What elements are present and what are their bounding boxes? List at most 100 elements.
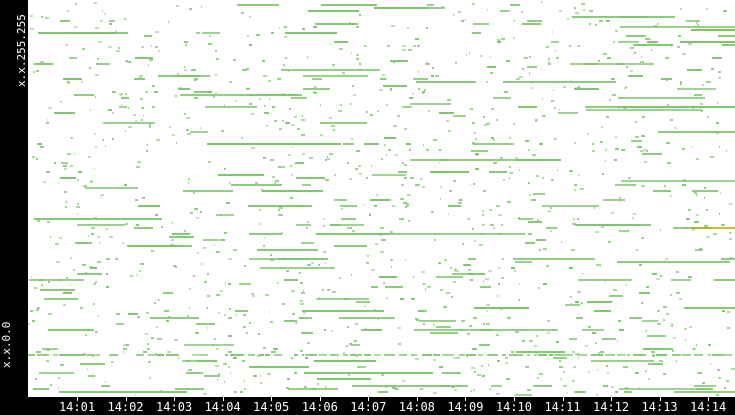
data-mark xyxy=(473,132,476,134)
plot-area[interactable] xyxy=(28,0,735,396)
data-mark xyxy=(41,284,43,286)
data-mark xyxy=(170,244,174,246)
data-mark xyxy=(229,182,231,184)
data-mark xyxy=(173,265,176,267)
data-mark xyxy=(542,205,599,207)
data-mark xyxy=(109,23,112,25)
data-mark xyxy=(161,226,163,228)
data-mark xyxy=(377,318,379,320)
data-mark xyxy=(260,382,262,384)
data-mark xyxy=(95,354,100,356)
data-mark xyxy=(50,236,51,238)
data-mark xyxy=(466,354,476,356)
data-mark xyxy=(267,373,271,375)
data-mark xyxy=(678,35,681,37)
data-mark xyxy=(178,357,180,359)
data-mark xyxy=(339,277,341,279)
data-mark xyxy=(574,391,586,393)
data-mark xyxy=(46,122,49,124)
data-mark xyxy=(107,385,110,387)
data-mark xyxy=(589,10,593,12)
data-mark xyxy=(172,233,190,235)
data-mark xyxy=(425,63,430,65)
data-mark xyxy=(186,129,189,131)
data-mark xyxy=(729,257,733,259)
data-mark xyxy=(371,286,378,288)
data-mark xyxy=(303,312,306,314)
data-mark xyxy=(569,45,571,47)
data-mark xyxy=(542,115,546,117)
data-mark xyxy=(109,354,118,356)
data-mark xyxy=(487,307,489,309)
data-mark xyxy=(525,242,535,244)
data-mark xyxy=(670,119,673,121)
data-mark xyxy=(323,251,326,253)
data-mark xyxy=(324,329,326,331)
data-mark xyxy=(621,180,735,182)
data-mark xyxy=(364,45,367,47)
data-mark xyxy=(228,283,231,285)
data-mark xyxy=(395,154,398,156)
data-mark xyxy=(408,49,412,51)
data-mark xyxy=(536,175,539,177)
x-axis-tick-label: 14:12 xyxy=(592,400,630,414)
data-mark xyxy=(70,284,71,286)
data-mark xyxy=(180,94,302,96)
data-mark xyxy=(152,85,155,87)
data-mark xyxy=(140,98,143,100)
data-mark xyxy=(252,295,255,297)
data-mark xyxy=(349,22,351,24)
data-mark xyxy=(63,292,72,294)
data-mark xyxy=(65,44,68,46)
data-mark xyxy=(612,94,616,96)
data-mark xyxy=(272,106,275,108)
data-mark xyxy=(306,227,308,229)
data-mark xyxy=(40,289,75,291)
data-mark xyxy=(264,112,269,114)
data-mark xyxy=(70,137,73,139)
data-mark xyxy=(676,271,679,273)
data-mark xyxy=(301,119,305,121)
data-mark xyxy=(470,390,472,392)
data-mark xyxy=(717,102,718,104)
data-mark xyxy=(201,6,202,8)
data-mark xyxy=(183,190,233,192)
data-mark xyxy=(618,320,621,322)
data-mark xyxy=(388,7,400,9)
data-mark xyxy=(121,97,129,99)
data-mark xyxy=(164,310,169,312)
data-mark xyxy=(488,364,489,366)
data-mark xyxy=(301,332,313,334)
data-mark xyxy=(30,310,33,312)
data-mark xyxy=(714,279,735,281)
data-mark xyxy=(249,322,251,324)
data-mark xyxy=(528,221,542,223)
data-mark xyxy=(39,279,43,281)
data-mark xyxy=(329,354,335,356)
data-mark xyxy=(422,91,425,93)
data-mark xyxy=(467,218,470,220)
data-mark xyxy=(473,23,489,25)
data-mark xyxy=(659,360,663,362)
data-mark xyxy=(413,78,428,80)
data-mark xyxy=(224,314,226,316)
data-mark xyxy=(207,143,341,145)
data-mark xyxy=(486,304,490,306)
data-mark xyxy=(70,165,73,167)
data-mark xyxy=(637,146,642,148)
data-mark xyxy=(718,77,721,79)
data-mark xyxy=(613,289,617,291)
data-mark xyxy=(264,237,265,239)
data-mark xyxy=(490,72,493,74)
data-mark xyxy=(303,290,304,292)
data-mark xyxy=(316,233,389,235)
data-mark xyxy=(504,91,508,93)
data-mark xyxy=(340,205,357,207)
data-mark xyxy=(64,191,67,193)
data-mark xyxy=(35,378,37,380)
data-mark xyxy=(278,166,281,168)
data-mark xyxy=(302,354,304,356)
data-mark xyxy=(204,375,220,377)
data-mark xyxy=(496,205,500,207)
data-mark xyxy=(533,385,552,387)
